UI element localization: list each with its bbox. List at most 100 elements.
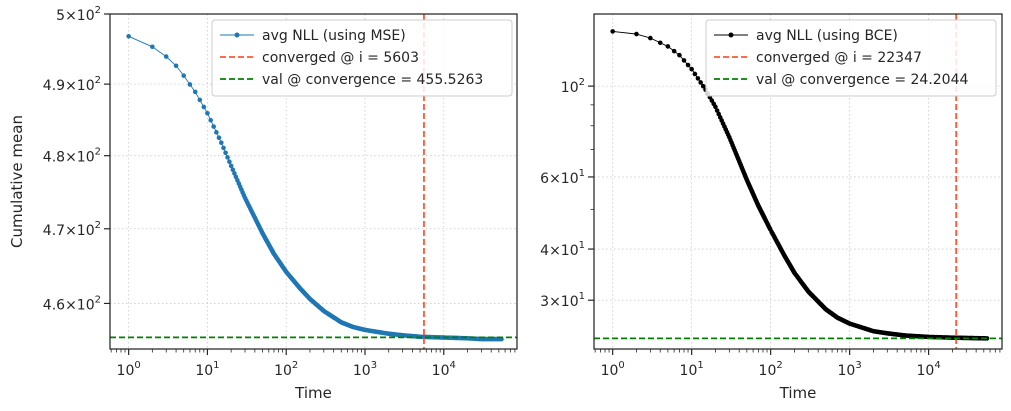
x-tick-label-exponent: 2 (776, 360, 782, 371)
x-tick-label-base: 10 (274, 363, 292, 379)
data-point (150, 44, 155, 50)
y-tick-label: 6×101 (540, 168, 585, 187)
y-tick-label-base: 10 (77, 78, 95, 94)
y-axis: 4.6×1024.7×1024.8×1024.9×1025×102Cumulat… (8, 5, 110, 313)
y-tick-label-mantissa: 4.8 (43, 150, 65, 166)
x-tick-label-base: 10 (432, 363, 450, 379)
y-tick-label-base: 10 (561, 171, 579, 187)
data-point (714, 108, 720, 113)
y-tick-label-exponent: 2 (95, 147, 101, 158)
y-tick-label-mantissa: 6 (540, 171, 549, 187)
x-tick-label: 104 (432, 360, 456, 379)
data-point (700, 83, 706, 89)
data-point (713, 104, 718, 110)
legend-label: val @ convergence = 455.5263 (262, 72, 483, 88)
data-point (984, 336, 990, 341)
data-point (205, 110, 210, 116)
data-point (671, 48, 677, 54)
data-point (221, 145, 226, 151)
data-point (695, 76, 701, 81)
x-tick-label: 101 (680, 360, 704, 379)
data-point (201, 104, 207, 110)
y-tick-label-exponent: 2 (95, 5, 101, 16)
y-tick-label-exponent: 1 (579, 168, 585, 179)
data-point (692, 71, 698, 77)
data-point (163, 54, 169, 59)
x-tick-label-exponent: 2 (292, 360, 298, 371)
x-tick-label: 100 (117, 360, 141, 379)
x-tick-label-exponent: 3 (371, 360, 377, 371)
y-tick-label: 4×101 (540, 240, 585, 259)
y-tick-label-base: 10 (561, 294, 579, 310)
x-tick-label-exponent: 4 (934, 360, 940, 371)
data-point (227, 159, 232, 165)
data-point (173, 63, 179, 69)
y-tick-label-mantissa: 4 (540, 243, 549, 259)
data-point (681, 58, 687, 63)
x-tick-label-base: 10 (680, 363, 698, 379)
y-tick-label: 4.9×102 (43, 75, 101, 94)
y-tick-label-times: × (65, 8, 77, 24)
data-point (228, 163, 234, 169)
data-point (648, 35, 653, 41)
y-tick-label-base: 10 (561, 80, 579, 96)
data-point (230, 167, 236, 172)
legend-box (211, 19, 513, 97)
y-tick-label-exponent: 1 (579, 291, 585, 302)
y-tick-label: 102 (561, 77, 585, 96)
legend-box (705, 19, 997, 97)
legend-label: converged @ i = 22347 (756, 50, 922, 66)
data-point (214, 130, 219, 135)
x-tick-label-base: 10 (117, 363, 135, 379)
data-point (216, 135, 222, 140)
y-tick-label-mantissa: 4.9 (43, 78, 65, 94)
x-tick-label-exponent: 0 (618, 360, 624, 371)
data-point (610, 29, 615, 34)
legend: avg NLL (using MSE) converged @ i = 5603 v… (211, 19, 513, 97)
x-tick-label-exponent: 3 (855, 360, 861, 371)
data-point (208, 117, 213, 123)
x-tick-label-exponent: 1 (213, 360, 219, 371)
chart-mse: 100 101 102 103 104Time4.6×1024.7×1024.8×102… (8, 5, 518, 402)
y-tick-label-base: 10 (77, 150, 95, 166)
y-tick-label-mantissa: 3 (540, 294, 549, 310)
x-tick-label: 100 (601, 360, 625, 379)
x-axis-label: Time (779, 384, 817, 402)
y-tick-label-base: 10 (561, 243, 579, 259)
y-tick-label-times: × (549, 294, 561, 310)
y-tick-label-exponent: 1 (579, 240, 585, 251)
y-tick-label-base: 10 (77, 297, 95, 313)
y-tick-label: 4.7×102 (43, 220, 101, 239)
data-point (634, 31, 639, 37)
x-tick-label-base: 10 (601, 363, 619, 379)
x-tick-label-exponent: 1 (697, 360, 703, 371)
data-point (219, 140, 224, 146)
y-tick-label-mantissa: 5 (56, 8, 65, 24)
y-tick-label: 4.8×102 (43, 147, 101, 166)
x-tick-label: 101 (195, 360, 219, 379)
data-point (689, 66, 694, 72)
legend-label: avg NLL (using BCE) (756, 28, 898, 44)
y-tick-label-times: × (65, 297, 77, 313)
x-tick-label: 103 (353, 360, 377, 379)
y-tick-label: 3×101 (540, 291, 585, 310)
data-point (187, 82, 193, 87)
y-axis-label: Cumulative mean (8, 115, 26, 248)
y-tick-label-mantissa: 4.7 (43, 223, 65, 239)
data-point (685, 62, 691, 68)
y-tick-label-exponent: 2 (95, 294, 101, 305)
x-tick-label: 103 (838, 360, 862, 379)
legend: avg NLL (using BCE) converged @ i = 22347… (705, 19, 997, 97)
x-tick-label: 102 (274, 360, 298, 379)
data-point (197, 97, 203, 103)
axes-frame (593, 13, 1003, 350)
y-tick-label-base: 10 (77, 8, 95, 24)
y-tick-label-mantissa: 4.6 (43, 297, 65, 313)
axes-frame (109, 13, 518, 350)
data-point (232, 171, 237, 176)
y-tick-label-exponent: 2 (579, 77, 585, 88)
x-tick-label-base: 10 (195, 363, 213, 379)
